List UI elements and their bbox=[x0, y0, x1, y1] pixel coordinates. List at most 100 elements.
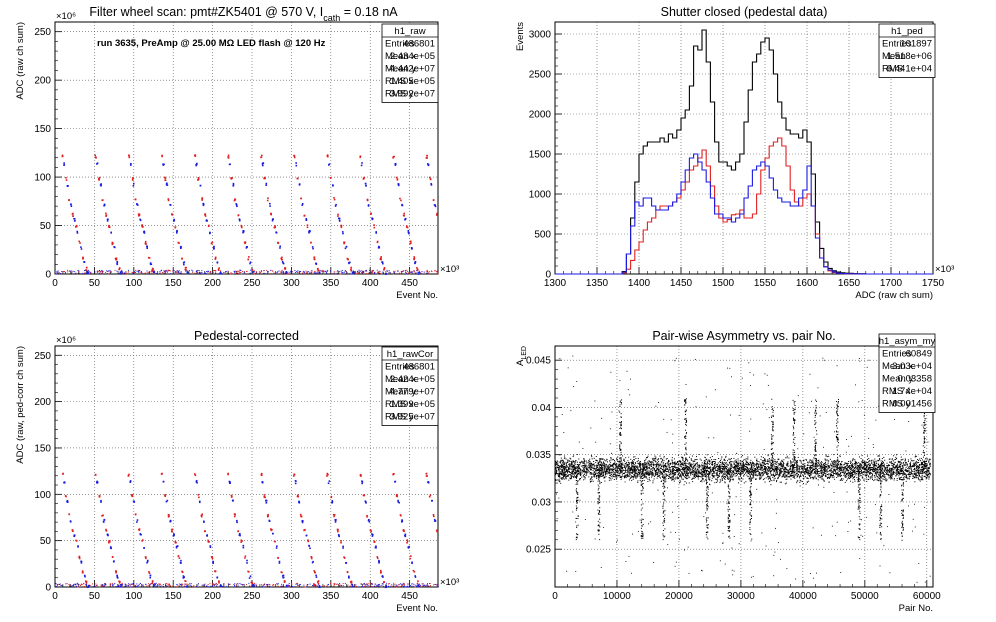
data-point bbox=[418, 270, 420, 272]
data-point bbox=[219, 585, 221, 587]
data-point bbox=[95, 583, 97, 585]
data-point bbox=[810, 464, 812, 466]
data-point bbox=[799, 460, 801, 462]
data-point bbox=[285, 585, 288, 587]
data-point bbox=[570, 475, 572, 477]
data-point bbox=[380, 258, 382, 261]
data-point bbox=[223, 585, 225, 587]
data-point bbox=[773, 471, 775, 473]
data-point bbox=[642, 473, 644, 475]
data-point bbox=[603, 459, 605, 461]
data-point bbox=[237, 585, 239, 587]
data-point bbox=[316, 586, 318, 588]
data-point bbox=[852, 481, 854, 483]
data-point bbox=[663, 455, 665, 457]
data-point bbox=[765, 467, 767, 469]
data-point bbox=[243, 273, 245, 275]
data-point bbox=[892, 470, 894, 472]
data-point bbox=[731, 476, 733, 478]
data-point bbox=[733, 464, 735, 466]
data-point bbox=[111, 556, 114, 558]
data-point bbox=[921, 466, 923, 468]
data-point bbox=[154, 583, 156, 585]
data-point bbox=[831, 471, 833, 473]
data-point bbox=[201, 197, 203, 200]
data-point bbox=[403, 584, 405, 586]
data-point bbox=[881, 464, 883, 466]
data-point bbox=[743, 459, 745, 461]
data-point bbox=[798, 470, 800, 472]
data-point bbox=[661, 475, 663, 477]
data-point bbox=[886, 470, 888, 472]
data-point bbox=[612, 464, 614, 466]
data-point bbox=[779, 464, 781, 466]
data-point bbox=[333, 197, 335, 199]
data-point bbox=[178, 273, 180, 275]
data-point bbox=[631, 475, 633, 477]
data-point bbox=[837, 475, 839, 477]
data-point bbox=[835, 474, 837, 476]
data-point bbox=[852, 477, 854, 479]
data-point bbox=[331, 500, 334, 502]
data-point bbox=[426, 155, 428, 157]
x-tick-label: 300 bbox=[283, 591, 300, 602]
data-point bbox=[822, 478, 824, 480]
data-point bbox=[168, 270, 170, 272]
data-point bbox=[924, 462, 926, 464]
data-point bbox=[741, 473, 743, 475]
data-point bbox=[402, 271, 404, 273]
data-point bbox=[873, 471, 875, 473]
data-point bbox=[831, 461, 833, 463]
data-point bbox=[809, 462, 811, 464]
data-point bbox=[98, 176, 101, 179]
data-point bbox=[59, 583, 61, 585]
data-point bbox=[335, 203, 337, 206]
data-point bbox=[697, 467, 699, 469]
data-point bbox=[428, 273, 430, 275]
data-point bbox=[227, 156, 229, 158]
data-point bbox=[119, 580, 121, 583]
data-point bbox=[864, 473, 866, 475]
data-point bbox=[267, 585, 269, 587]
data-point bbox=[697, 478, 699, 480]
data-point bbox=[809, 476, 811, 478]
data-point bbox=[675, 467, 677, 469]
data-point bbox=[820, 467, 822, 469]
data-point bbox=[891, 475, 893, 477]
data-point bbox=[202, 584, 204, 586]
data-point bbox=[237, 272, 239, 274]
data-point bbox=[270, 586, 272, 588]
data-point bbox=[871, 477, 873, 479]
data-point bbox=[817, 479, 819, 481]
data-point bbox=[81, 571, 84, 574]
y-tick-label: 50 bbox=[40, 221, 52, 232]
data-point bbox=[165, 586, 167, 588]
data-point bbox=[844, 476, 846, 478]
y-tick-label: 0.04 bbox=[532, 403, 552, 414]
data-point bbox=[574, 468, 576, 470]
data-point bbox=[859, 464, 861, 466]
data-point bbox=[889, 464, 891, 466]
data-point bbox=[620, 463, 622, 465]
data-point bbox=[373, 224, 375, 226]
data-point bbox=[785, 475, 787, 477]
data-point bbox=[75, 272, 77, 274]
data-point bbox=[436, 271, 438, 273]
data-point bbox=[834, 460, 836, 462]
data-point bbox=[96, 270, 98, 272]
data-point bbox=[412, 583, 414, 585]
data-point bbox=[364, 270, 366, 272]
data-point bbox=[853, 476, 855, 478]
data-point bbox=[726, 463, 728, 465]
data-point bbox=[274, 225, 276, 227]
data-point bbox=[358, 271, 360, 273]
data-point bbox=[623, 477, 625, 479]
data-point bbox=[876, 479, 878, 481]
data-point bbox=[868, 476, 870, 478]
data-point bbox=[633, 466, 635, 468]
data-point bbox=[295, 162, 297, 164]
data-point bbox=[624, 460, 626, 462]
data-point bbox=[403, 214, 405, 217]
data-point bbox=[654, 459, 656, 461]
data-point bbox=[280, 257, 282, 260]
